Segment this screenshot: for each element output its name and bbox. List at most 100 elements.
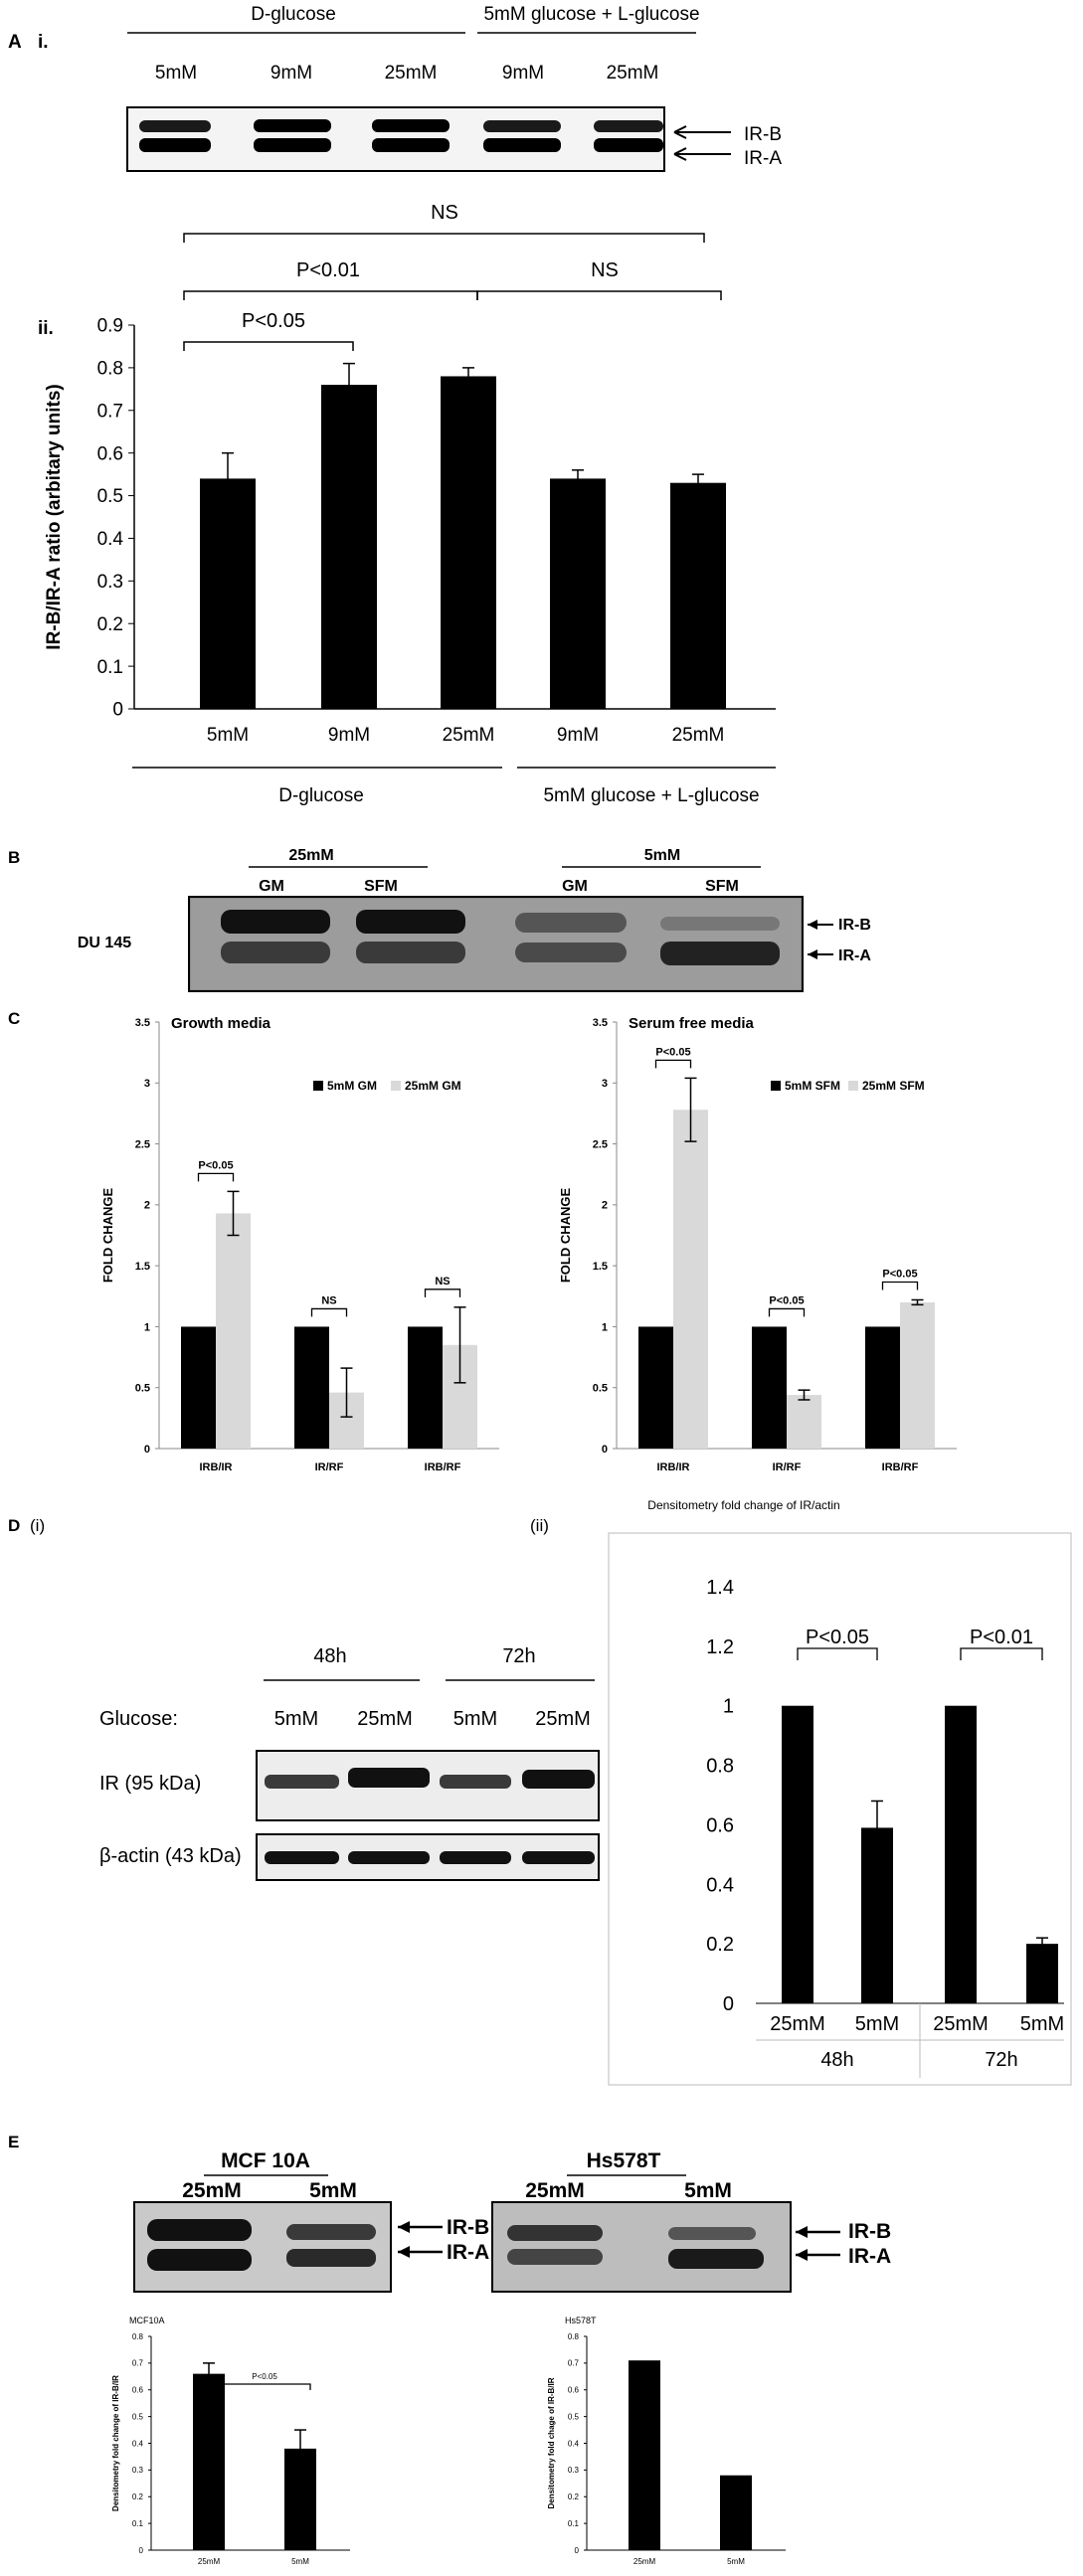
bar — [629, 2360, 660, 2550]
y-tick-label: 0.7 — [97, 401, 123, 422]
bar — [181, 1326, 216, 1449]
sig-label: P<0.05 — [198, 1159, 233, 1171]
panel-d: D (i) (ii) 48h 72h Glucose: 5mM 25mM 5mM… — [8, 1498, 1072, 2086]
lane-label: 25mM — [525, 2179, 585, 2202]
bar — [720, 2475, 752, 2550]
bar — [945, 1705, 977, 2003]
x-tick-label: 5mM — [1020, 2013, 1064, 2035]
legend-label: 25mM SFM — [862, 1079, 925, 1093]
chart-frame — [608, 1532, 1072, 2086]
x-tick-label: IR/RF — [773, 1461, 802, 1473]
y-tick-label: 0.2 — [97, 614, 123, 635]
cell-line-label: DU 145 — [78, 935, 131, 951]
x-tick-label: IRB/IR — [657, 1461, 690, 1473]
sig-bracket — [654, 1059, 692, 1069]
row-label: IR (95 kDa) — [99, 1773, 201, 1795]
x-tick-label: 5mM — [727, 2557, 745, 2566]
group-label: 48h — [820, 2049, 853, 2071]
bar — [216, 1213, 251, 1449]
panel-d-sublabel-i: (i) — [30, 1516, 45, 1535]
y-tick-label: 0 — [139, 2546, 144, 2555]
y-tick-label: 0 — [144, 1444, 150, 1456]
sig-bracket — [881, 1281, 919, 1290]
sig-label: NS — [591, 259, 619, 281]
sig-label: P<0.05 — [882, 1268, 917, 1280]
lane-label: SFM — [705, 878, 739, 895]
blot-a-lane-label: 9mM — [502, 63, 544, 84]
blot-a-lane-label: 9mM — [271, 63, 312, 84]
x-tick-label: IRB/RF — [425, 1461, 461, 1473]
y-tick-label: 0.8 — [132, 2332, 144, 2341]
blot-a-group-label: D-glucose — [251, 4, 336, 25]
y-tick-label: 0 — [112, 700, 123, 721]
sig-label: P<0.05 — [769, 1294, 804, 1306]
panel-label-e: E — [8, 2133, 19, 2151]
y-tick-label: 2 — [144, 1200, 150, 1212]
bar — [321, 385, 377, 709]
bar — [787, 1395, 821, 1449]
panel-a: A i. D-glucose 5mM glucose + L-glucose 5… — [8, 4, 782, 806]
arrow-icon — [673, 147, 731, 161]
y-axis-label: Densitometry fold change of IR-B/IR — [111, 2375, 120, 2511]
group-label: 72h — [985, 2049, 1017, 2071]
lane-label: 25mM — [535, 1708, 591, 1730]
y-tick-label: 0.5 — [593, 1383, 608, 1395]
lane-label: GM — [259, 878, 284, 895]
blot-a-lane-label: 25mM — [607, 63, 659, 84]
y-tick-label: 0 — [575, 2546, 580, 2555]
panel-c: C Growth media 0 0.5 1 1.5 2 2.5 3 3.5 FOLD CHANG… — [8, 1009, 957, 1473]
y-tick-label: 0.2 — [132, 2492, 144, 2501]
blot-a-bands — [139, 119, 663, 152]
y-tick-label: 0.5 — [135, 1383, 150, 1395]
y-tick-label: 0.5 — [97, 486, 123, 507]
band-label-ir-a: IR-A — [848, 2245, 891, 2268]
western-blot-e-mcf10a — [133, 2201, 392, 2293]
cell-line-label: MCF 10A — [221, 2149, 310, 2172]
chart-e-hs578t: Hs578T 0 0.1 0.2 0.3 0.4 0.5 0.6 0.7 0.8 Densitome… — [547, 2316, 786, 2566]
cell-line-label: Hs578T — [587, 2149, 661, 2172]
bar — [638, 1326, 673, 1449]
y-tick-label: 0.4 — [132, 2439, 144, 2448]
sig-bracket — [197, 1172, 235, 1182]
y-tick-label: 0.4 — [97, 529, 124, 550]
band-label-ir-b: IR-B — [447, 2216, 489, 2239]
y-axis-label: FOLD CHANGE — [558, 1188, 573, 1284]
y-tick-label: 0.6 — [706, 1814, 734, 1836]
bar — [782, 1705, 813, 2003]
sig-label: NS — [321, 1294, 336, 1306]
bar — [193, 2373, 225, 2550]
y-tick-label: 0.6 — [568, 2386, 580, 2395]
y-tick-label: 0.8 — [97, 359, 123, 380]
chart-e-mcf10a: MCF10A 0 0.1 0.2 0.3 0.4 0.5 0.6 0.7 0.8 Densitome… — [111, 2316, 350, 2566]
sig-bracket — [310, 1307, 348, 1317]
arrow-icon — [808, 949, 833, 959]
y-tick-label: 0.1 — [132, 2519, 144, 2528]
lane-label: GM — [562, 878, 588, 895]
bar — [752, 1326, 787, 1449]
y-tick-label: 1 — [144, 1321, 150, 1333]
y-tick-label: 0.3 — [132, 2466, 144, 2475]
lane-label: SFM — [364, 878, 398, 895]
bar — [673, 1110, 708, 1449]
band-label-ir-a: IR-A — [744, 148, 782, 169]
legend-label: 25mM GM — [405, 1079, 461, 1093]
chart-title: MCF10A — [129, 2316, 165, 2325]
y-tick-label: 0.2 — [706, 1934, 734, 1956]
y-tick-label: 3.5 — [593, 1017, 608, 1029]
band-label-ir-a: IR-A — [838, 947, 871, 964]
x-tick-label: IRB/IR — [200, 1461, 233, 1473]
y-tick-label: 1 — [723, 1696, 734, 1718]
sig-label: P<0.05 — [242, 310, 305, 332]
arrow-icon — [808, 920, 833, 930]
legend-swatch — [848, 1081, 858, 1091]
time-label: 48h — [313, 1645, 346, 1667]
glucose-label: Glucose: — [99, 1708, 178, 1730]
western-blot-a: IR-B IR-A — [126, 106, 782, 172]
y-tick-label: 0.3 — [97, 572, 123, 593]
blot-a-lane-labels: 5mM 9mM 25mM 9mM 25mM — [155, 63, 659, 84]
sig-label: NS — [435, 1276, 450, 1288]
band-label-ir-b: IR-B — [744, 124, 782, 145]
y-tick-label: 1.4 — [706, 1577, 734, 1599]
y-tick-label: 2.5 — [593, 1138, 608, 1150]
